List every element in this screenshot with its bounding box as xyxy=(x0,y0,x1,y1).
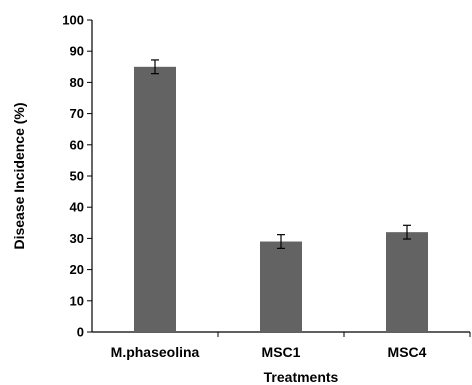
bar-msc1 xyxy=(260,241,302,332)
y-tick-label: 30 xyxy=(70,231,84,246)
x-tick-label: MSC4 xyxy=(388,344,427,360)
y-tick-label: 10 xyxy=(70,293,84,308)
y-tick-label: 60 xyxy=(70,137,84,152)
y-tick-label: 50 xyxy=(70,169,84,184)
x-axis: M.phaseolina MSC1 MSC4 xyxy=(92,331,471,360)
y-tick-label: 80 xyxy=(70,75,84,90)
bar-msc4 xyxy=(386,232,428,332)
y-tick-label: 90 xyxy=(70,44,84,59)
y-tick-label: 40 xyxy=(70,200,84,215)
y-axis-title: Disease Incidence (%) xyxy=(11,102,27,249)
y-tick-label: 0 xyxy=(77,325,84,340)
x-tick-label: M.phaseolina xyxy=(111,344,200,360)
x-tick-label: MSC1 xyxy=(262,344,301,360)
x-axis-title: Treatments xyxy=(264,369,339,385)
bar-m-phaseolina xyxy=(134,66,176,333)
bars xyxy=(134,59,428,333)
y-tick-label: 20 xyxy=(70,262,84,277)
y-axis: 0 10 20 30 40 50 60 70 80 90 100 xyxy=(62,13,93,340)
y-tick-label: 70 xyxy=(70,106,84,121)
y-tick-label: 100 xyxy=(62,13,84,28)
